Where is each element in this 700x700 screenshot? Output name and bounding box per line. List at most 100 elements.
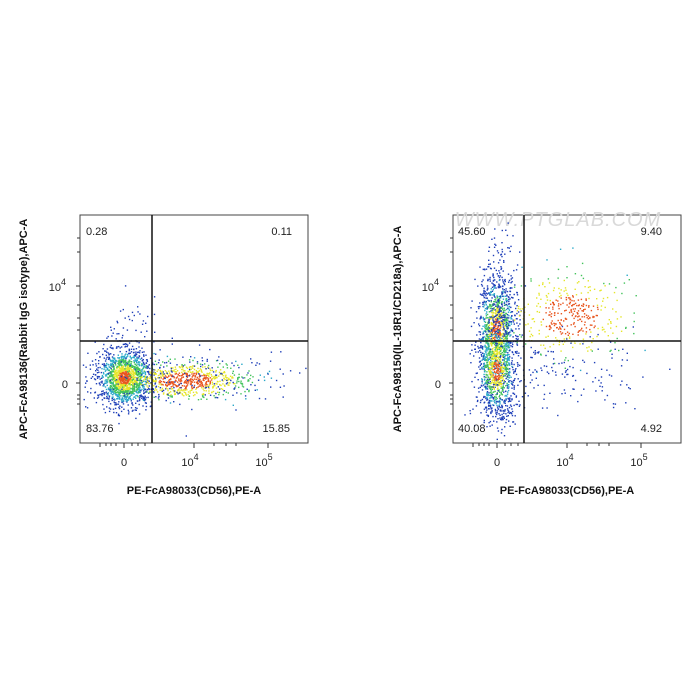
event-dot <box>264 398 267 400</box>
event-dot <box>215 369 217 372</box>
event-dot <box>585 327 588 329</box>
event-dot <box>503 283 506 286</box>
event-dot <box>225 383 228 385</box>
event-dot <box>540 321 542 323</box>
event-dot <box>184 389 186 391</box>
event-dot <box>491 362 493 364</box>
event-dot <box>141 357 143 359</box>
event-dot <box>498 346 501 349</box>
event-dot <box>132 369 135 371</box>
event-dot <box>547 350 549 353</box>
event-dot <box>497 314 499 316</box>
event-dot <box>242 386 245 388</box>
event-dot <box>113 367 115 369</box>
event-dot <box>110 365 113 367</box>
event-dot <box>170 375 173 378</box>
event-dot <box>137 374 139 376</box>
event-dot <box>493 341 495 343</box>
event-dot <box>124 380 127 382</box>
event-dot <box>125 389 127 392</box>
event-dot <box>228 377 230 380</box>
event-dot <box>138 386 140 389</box>
event-dot <box>505 394 507 397</box>
event-dot <box>220 372 222 375</box>
event-dot <box>109 379 112 382</box>
event-dot <box>133 356 135 359</box>
event-dot <box>577 400 579 403</box>
event-dot <box>113 379 116 382</box>
event-dot <box>126 353 129 356</box>
event-dot <box>509 425 511 427</box>
event-dot <box>123 360 125 363</box>
event-dot <box>117 413 120 415</box>
event-dot <box>553 322 555 325</box>
event-dot <box>160 376 162 378</box>
event-dot <box>498 352 501 354</box>
event-dot <box>503 345 506 347</box>
event-dot <box>508 317 510 319</box>
event-dot <box>477 347 480 349</box>
event-dot <box>144 398 146 401</box>
event-dot <box>116 320 118 323</box>
event-dot <box>126 381 128 383</box>
event-dot <box>225 377 228 379</box>
event-dot <box>121 384 123 387</box>
event-dot <box>181 374 183 376</box>
event-dot <box>111 397 113 400</box>
event-dot <box>487 382 490 385</box>
event-dot <box>211 381 214 383</box>
event-dot <box>504 368 506 370</box>
event-dot <box>131 394 133 396</box>
event-dot <box>493 341 496 344</box>
event-dot <box>521 266 523 268</box>
event-dot <box>207 374 210 377</box>
event-dot <box>493 287 495 289</box>
event-dot <box>158 393 160 396</box>
event-dot <box>528 369 531 371</box>
event-dot <box>544 286 546 288</box>
event-dot <box>155 353 157 355</box>
event-dot <box>135 383 138 385</box>
event-dot <box>519 323 521 325</box>
event-dot <box>137 372 139 374</box>
event-dot <box>492 394 494 396</box>
event-dot <box>502 383 505 385</box>
event-dot <box>571 299 573 302</box>
event-dot <box>502 409 504 412</box>
event-dot <box>102 393 104 395</box>
event-dot <box>514 415 516 417</box>
event-dot <box>175 385 177 387</box>
event-dot <box>487 363 489 366</box>
event-dot <box>165 384 167 387</box>
event-dot <box>490 371 492 374</box>
event-dot <box>164 370 167 372</box>
event-dot <box>128 371 131 374</box>
event-dot <box>134 363 136 365</box>
event-dot <box>514 369 516 371</box>
event-dot <box>124 285 127 287</box>
event-dot <box>497 377 500 379</box>
event-dot <box>230 379 232 382</box>
event-dot <box>100 381 102 383</box>
event-dot <box>182 356 184 358</box>
event-dot <box>511 360 513 362</box>
event-dot <box>487 415 489 417</box>
event-dot <box>498 401 500 403</box>
event-dot <box>599 385 601 387</box>
event-dot <box>117 376 119 378</box>
event-dot <box>160 383 162 385</box>
event-dot <box>494 349 496 351</box>
event-dot <box>499 259 501 261</box>
event-dot <box>490 344 493 346</box>
event-dot <box>610 349 612 352</box>
event-dot <box>612 403 615 405</box>
event-dot <box>112 384 114 387</box>
event-dot <box>180 387 182 389</box>
event-dot <box>587 291 589 294</box>
event-dot <box>90 377 92 379</box>
event-dot <box>496 314 498 316</box>
event-dot <box>185 435 187 437</box>
event-dot <box>494 339 496 341</box>
event-dot <box>614 403 617 405</box>
event-dot <box>159 372 162 374</box>
